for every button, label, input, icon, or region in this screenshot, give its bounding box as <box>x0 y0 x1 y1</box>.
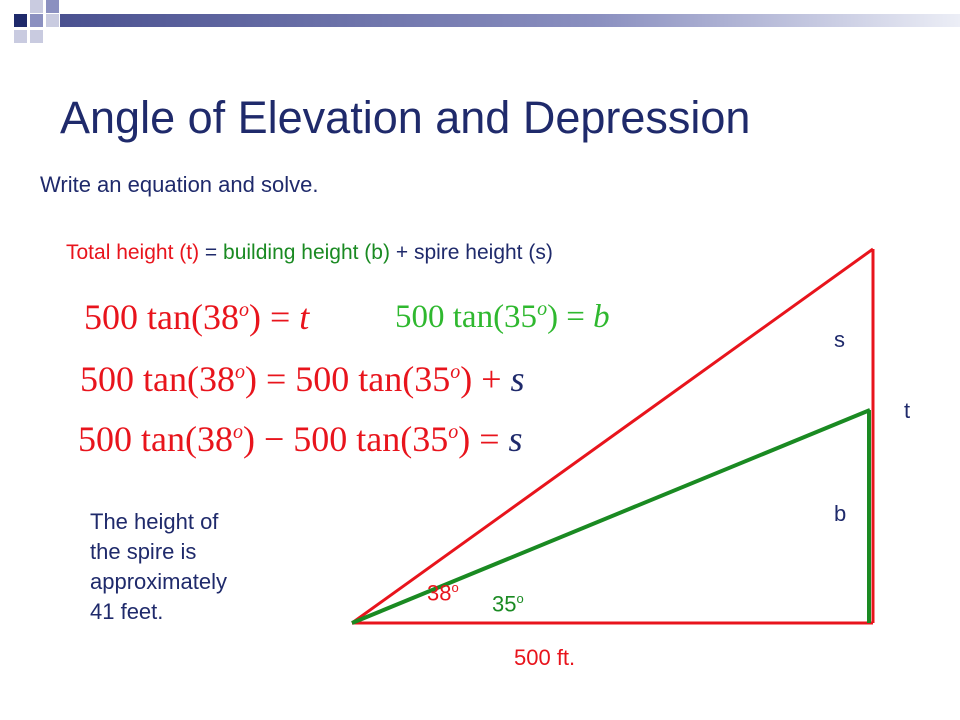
relation-spire: spire height (s) <box>413 241 553 264</box>
header-decoration <box>14 0 960 43</box>
conclusion-line: the spire is <box>90 539 197 564</box>
equation-building-height: 500 tan(35o) = b <box>395 298 610 335</box>
angle-35-label: 35o <box>492 591 524 617</box>
base-length-label: 500 ft. <box>514 645 576 670</box>
equation-total-height: 500 tan(38o) = t <box>84 297 310 337</box>
relation-plus: + <box>395 241 409 264</box>
angle-38-label: 38o <box>427 580 459 606</box>
conclusion-line: The height of <box>90 509 219 534</box>
conclusion-line: 41 feet. <box>90 599 164 624</box>
hypotenuse-building-line <box>351 408 871 625</box>
conclusion-text: The height of the spire is approximately… <box>90 507 227 627</box>
conclusion-line: approximately <box>90 569 227 594</box>
hypotenuse-top-line <box>351 247 874 625</box>
relation-text: Total height (t) = building height (b) +… <box>66 241 553 265</box>
relation-equals: = <box>204 241 218 264</box>
page-title: Angle of Elevation and Depression <box>60 92 751 143</box>
label-s: s <box>834 327 845 352</box>
instruction-text: Write an equation and solve. <box>40 172 319 197</box>
label-t: t <box>904 398 911 423</box>
relation-total: Total height (t) <box>66 241 200 264</box>
equation-solve-spire: 500 tan(38o) − 500 tan(35o) = s <box>78 419 523 459</box>
equation-substitution: 500 tan(38o) = 500 tan(35o) + s <box>80 359 525 399</box>
label-b: b <box>834 501 847 526</box>
relation-building: building height (b) <box>223 241 390 264</box>
